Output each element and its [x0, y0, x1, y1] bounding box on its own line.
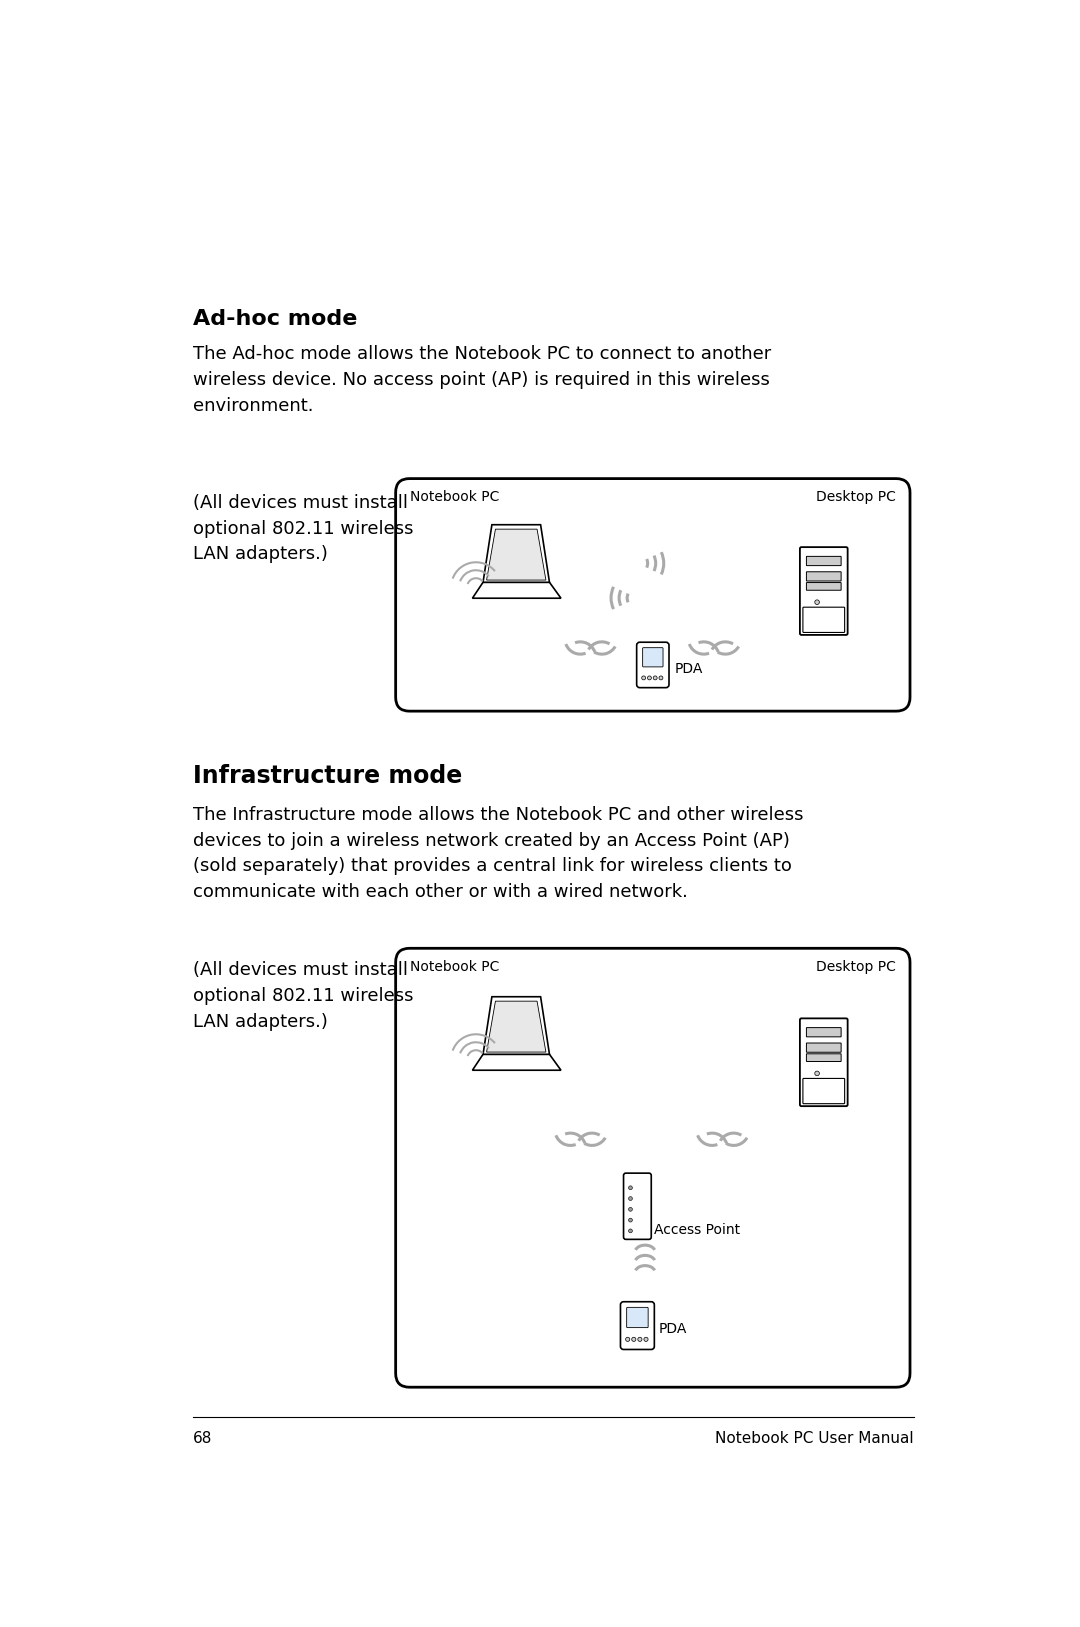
Circle shape: [653, 675, 657, 680]
FancyBboxPatch shape: [623, 1173, 651, 1240]
Text: Desktop PC: Desktop PC: [816, 490, 896, 504]
Circle shape: [632, 1337, 636, 1341]
FancyBboxPatch shape: [807, 571, 841, 581]
Text: 68: 68: [193, 1432, 213, 1446]
Text: The Ad-hoc mode allows the Notebook PC to connect to another
wireless device. No: The Ad-hoc mode allows the Notebook PC t…: [193, 345, 771, 415]
Circle shape: [814, 600, 820, 605]
Circle shape: [644, 1337, 648, 1341]
Circle shape: [642, 675, 646, 680]
Text: Notebook PC: Notebook PC: [409, 960, 499, 975]
Text: Desktop PC: Desktop PC: [816, 960, 896, 975]
FancyBboxPatch shape: [636, 643, 669, 688]
FancyBboxPatch shape: [807, 1043, 841, 1053]
FancyBboxPatch shape: [807, 1028, 841, 1036]
FancyBboxPatch shape: [807, 582, 841, 591]
Circle shape: [625, 1337, 630, 1341]
FancyBboxPatch shape: [807, 556, 841, 566]
Circle shape: [629, 1207, 633, 1210]
Polygon shape: [472, 1054, 561, 1071]
FancyBboxPatch shape: [800, 1019, 848, 1106]
Circle shape: [629, 1219, 633, 1222]
FancyBboxPatch shape: [626, 1308, 648, 1328]
Text: (All devices must install
optional 802.11 wireless
LAN adapters.): (All devices must install optional 802.1…: [193, 962, 414, 1032]
FancyBboxPatch shape: [807, 1054, 841, 1061]
Text: Infrastructure mode: Infrastructure mode: [193, 763, 462, 787]
Text: Notebook PC: Notebook PC: [409, 490, 499, 504]
Polygon shape: [487, 1001, 545, 1053]
Circle shape: [629, 1228, 633, 1233]
Text: Access Point: Access Point: [654, 1224, 741, 1237]
Polygon shape: [487, 529, 545, 581]
Polygon shape: [483, 526, 550, 582]
Polygon shape: [483, 997, 550, 1054]
Polygon shape: [472, 582, 561, 599]
FancyBboxPatch shape: [802, 1079, 845, 1103]
Circle shape: [629, 1196, 633, 1201]
Circle shape: [648, 675, 651, 680]
FancyBboxPatch shape: [802, 607, 845, 633]
Text: Notebook PC User Manual: Notebook PC User Manual: [715, 1432, 914, 1446]
FancyBboxPatch shape: [395, 478, 910, 711]
Text: (All devices must install
optional 802.11 wireless
LAN adapters.): (All devices must install optional 802.1…: [193, 495, 414, 563]
FancyBboxPatch shape: [643, 648, 663, 667]
Text: PDA: PDA: [674, 662, 703, 675]
Text: The Infrastructure mode allows the Notebook PC and other wireless
devices to joi: The Infrastructure mode allows the Noteb…: [193, 805, 804, 901]
Circle shape: [638, 1337, 642, 1341]
Text: Ad-hoc mode: Ad-hoc mode: [193, 309, 357, 329]
Circle shape: [629, 1186, 633, 1189]
FancyBboxPatch shape: [395, 949, 910, 1388]
Circle shape: [659, 675, 663, 680]
FancyBboxPatch shape: [620, 1302, 654, 1349]
FancyBboxPatch shape: [800, 547, 848, 635]
Text: PDA: PDA: [659, 1323, 687, 1336]
Circle shape: [814, 1071, 820, 1075]
